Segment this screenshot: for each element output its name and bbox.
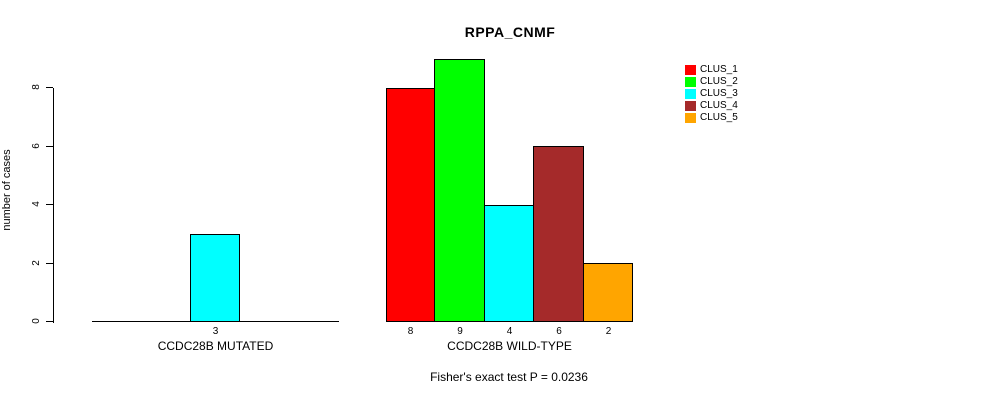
legend-entry: CLUS_4	[685, 100, 738, 112]
bar-clus_2-group1	[141, 321, 191, 322]
bar-value-label: 8	[407, 326, 414, 337]
legend-entry-label: CLUS_4	[700, 100, 738, 111]
legend-entry: CLUS_5	[685, 112, 738, 124]
legend-color-swatch	[685, 65, 696, 75]
bar-clus_4-group1	[240, 321, 290, 322]
legend-entry: CLUS_3	[685, 88, 738, 100]
legend-entry-label: CLUS_3	[700, 88, 738, 99]
y-tick-label: 6	[31, 143, 42, 149]
legend-color-swatch	[685, 77, 696, 87]
chart-title: RPPA_CNMF	[464, 24, 556, 40]
bar-value-label: 3	[212, 326, 219, 337]
legend-color-swatch	[685, 89, 696, 99]
y-tick-mark	[46, 146, 53, 147]
y-tick-mark	[46, 87, 53, 88]
bar-clus_1-group2	[386, 88, 435, 322]
y-tick-mark	[46, 321, 53, 322]
legend-color-swatch	[685, 101, 696, 111]
bar-clus_3-group1	[190, 234, 240, 322]
bar-clus_3-group2	[484, 205, 534, 322]
y-tick-mark	[46, 263, 53, 264]
legend-entry: CLUS_1	[685, 64, 738, 76]
group-label: CCDC28B WILD-TYPE	[447, 339, 572, 353]
y-axis-line	[53, 88, 54, 323]
bar-clus_1-group1	[92, 321, 141, 322]
legend-color-swatch	[685, 113, 696, 123]
bar-clus_2-group2	[434, 59, 485, 322]
bar-value-label: 4	[506, 326, 513, 337]
y-tick-label: 2	[31, 260, 42, 266]
y-tick-label: 4	[31, 201, 42, 207]
fisher-test-annotation: Fisher's exact test P = 0.0236	[430, 370, 588, 384]
bar-value-label: 6	[556, 326, 562, 337]
bar-clus_5-group2	[583, 263, 633, 322]
legend-entry-label: CLUS_5	[700, 112, 738, 123]
legend-entry-label: CLUS_1	[700, 64, 738, 75]
y-tick-label: 0	[31, 318, 42, 324]
legend: CLUS_1 CLUS_2 CLUS_3 CLUS_4 CLUS_5	[685, 64, 738, 124]
bar-value-label: 9	[457, 326, 463, 337]
group-label: CCDC28B MUTATED	[157, 339, 274, 353]
y-axis-label: number of cases	[1, 149, 13, 231]
y-tick-label: 8	[31, 84, 42, 90]
y-tick-mark	[46, 204, 53, 205]
bar-value-label: 2	[605, 326, 612, 337]
legend-entry-label: CLUS_2	[700, 76, 738, 87]
bar-clus_4-group2	[533, 146, 584, 322]
legend-entry: CLUS_2	[685, 76, 738, 88]
bar-clus_5-group1	[290, 321, 339, 322]
